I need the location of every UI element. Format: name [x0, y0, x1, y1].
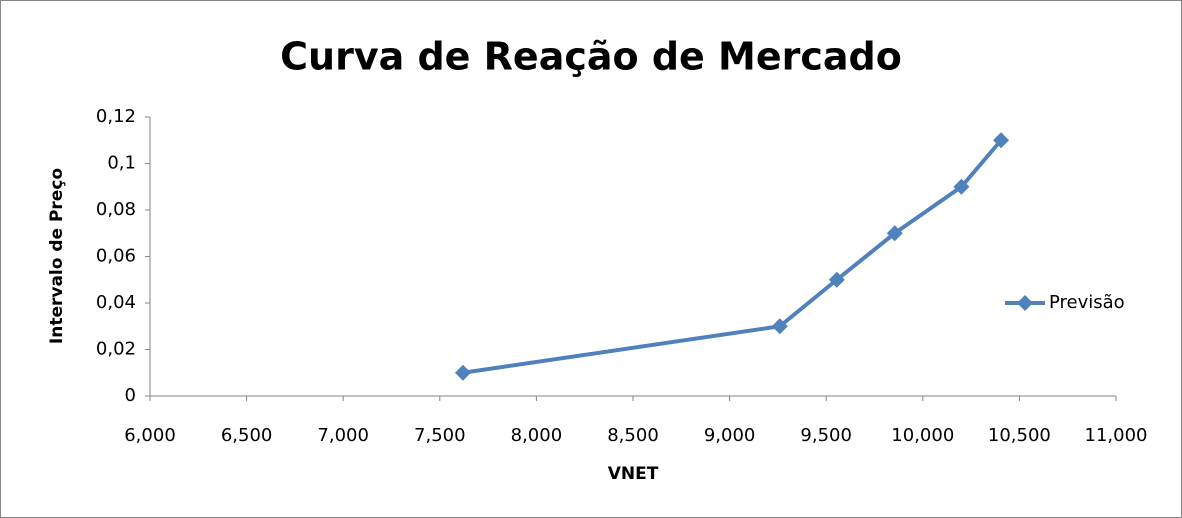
- y-tick-label: 0,1: [107, 153, 136, 174]
- legend-label: Previsão: [1049, 292, 1125, 313]
- marker: [828, 271, 845, 288]
- x-tick-label: 9,000: [704, 425, 756, 446]
- y-tick-label: 0: [125, 385, 136, 406]
- legend-marker: [1017, 295, 1033, 311]
- x-tick-label: 9,500: [800, 425, 852, 446]
- marker: [886, 225, 903, 242]
- y-tick-label: 0,12: [96, 106, 136, 127]
- x-tick-label: 10,000: [891, 425, 954, 446]
- y-tick-label: 0,08: [96, 199, 136, 220]
- marker: [953, 178, 970, 195]
- x-tick-label: 8,500: [607, 425, 659, 446]
- x-tick-label: 8,000: [511, 425, 563, 446]
- y-tick-label: 0,02: [96, 339, 136, 360]
- y-axis-label: Intervalo de Preço: [47, 168, 67, 344]
- x-tick-label: 6,500: [221, 425, 273, 446]
- x-tick-label: 11,000: [1085, 425, 1148, 446]
- marker: [771, 318, 788, 335]
- marker: [454, 364, 471, 381]
- y-tick-label: 0,04: [96, 292, 136, 313]
- x-tick-label: 7,500: [414, 425, 466, 446]
- x-axis-label: VNET: [608, 464, 659, 484]
- x-tick-label: 10,500: [988, 425, 1051, 446]
- series-line: [462, 138, 1003, 375]
- y-tick-label: 0,06: [96, 246, 136, 267]
- x-tick-label: 7,000: [317, 425, 369, 446]
- chart-title: Curva de Reação de Mercado: [280, 35, 902, 79]
- x-tick-label: 6,000: [124, 425, 176, 446]
- marker: [993, 132, 1010, 149]
